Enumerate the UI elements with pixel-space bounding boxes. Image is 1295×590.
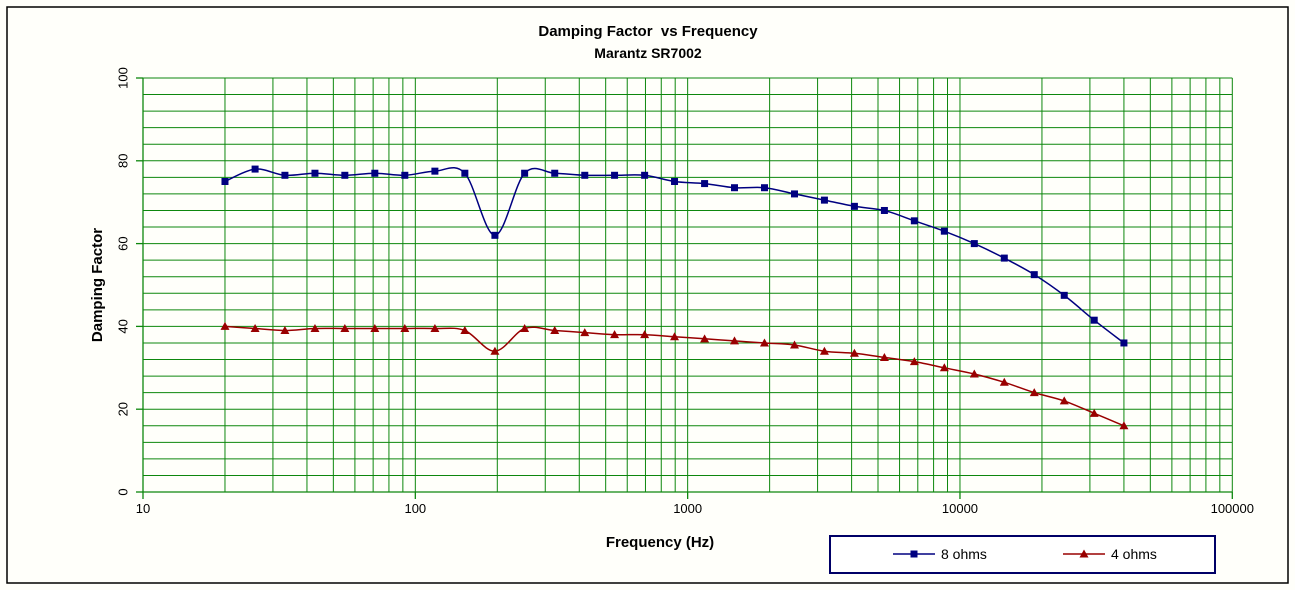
marker-triangle-icon [460,326,470,335]
y-tick-label: 0 [116,488,131,495]
marker-square-icon [311,169,319,177]
marker-square-icon [910,217,918,225]
legend-label-8-ohms: 8 ohms [941,546,987,562]
tick-labels: 0 20 40 60 80 100 10 100 1000 10000 100000 [116,67,1254,516]
marker-square-icon [521,169,529,177]
marker-triangle-icon [1029,388,1039,397]
marker-square-icon [221,178,229,185]
x-tick-label: 10000 [942,501,978,516]
marker-square-icon [1060,291,1068,299]
legend-item-8-ohms: 8 ohms [893,546,987,562]
marker-triangle-icon [640,330,650,339]
marker-triangle-icon [1119,421,1129,430]
marker-square-icon [431,167,439,175]
marker-triangle-icon [670,332,680,341]
marker-square-icon [641,171,649,179]
chart-subtitle: Marantz SR7002 [594,45,702,61]
marker-triangle-icon [909,357,919,366]
marker-triangle-icon [729,336,739,345]
y-axis-title: Damping Factor [89,228,106,342]
y-tick-label: 40 [116,319,131,333]
marker-square-icon [1090,316,1098,324]
marker-square-icon [790,190,798,198]
marker-triangle-icon [849,348,859,357]
marker-triangle-icon [789,340,799,349]
legend: 8 ohms 4 ohms [829,535,1216,574]
marker-square-icon [701,180,709,188]
marker-square-icon [730,184,738,192]
marker-square-icon [880,206,888,214]
marker-triangle-icon [879,352,889,361]
marker-triangle-icon [969,369,979,378]
series-4-ohms [220,321,1129,430]
marker-square-icon [1120,339,1128,347]
x-tick-label: 1000 [673,501,702,516]
legend-item-4-ohms: 4 ohms [1063,546,1157,562]
marker-triangle-icon [490,346,500,355]
marker-square-icon [491,231,499,239]
figure-border [6,6,1289,584]
marker-square-icon [671,178,679,185]
marker-triangle-icon [430,323,440,332]
marker-triangle-icon [580,328,590,337]
marker-square-icon [551,169,559,177]
marker-triangle-icon [220,321,230,330]
marker-square-icon [611,171,619,179]
marker-triangle-icon [340,323,350,332]
marker-triangle-icon [550,326,560,335]
legend-label-4-ohms: 4 ohms [1111,546,1157,562]
marker-triangle-icon [1059,396,1069,405]
marker-square-icon [371,169,379,177]
marker-square-icon [1000,254,1008,262]
marker-triangle-icon [370,323,380,332]
marker-square-icon [820,196,828,204]
y-tick-label: 100 [116,67,131,89]
marker-triangle-icon [610,330,620,339]
legend-box [829,535,1216,574]
marker-square-icon [461,169,469,177]
marker-square-icon [760,184,768,192]
y-tick-label: 60 [116,236,131,250]
marker-triangle-icon [999,377,1009,386]
marker-square-icon [1030,271,1038,279]
marker-triangle-icon [759,338,769,347]
legend-triangle-marker-icon [1079,549,1089,558]
marker-square-icon [850,202,858,210]
marker-triangle-icon [280,326,290,335]
x-axis-title: Frequency (Hz) [606,534,714,551]
marker-square-icon [401,171,409,179]
marker-triangle-icon [939,363,949,372]
x-tick-label: 10 [136,501,150,516]
marker-triangle-icon [700,334,710,343]
y-tick-label: 20 [116,402,131,416]
marker-triangle-icon [250,323,260,332]
x-tick-label: 100 [404,501,426,516]
marker-triangle-icon [310,323,320,332]
marker-square-icon [251,165,259,173]
marker-triangle-icon [400,323,410,332]
marker-triangle-icon [520,323,530,332]
marker-square-icon [281,171,289,179]
axes [136,77,1233,499]
marker-triangle-icon [819,346,829,355]
marker-square-icon [581,171,589,179]
x-tick-label: 100000 [1211,501,1254,516]
y-tick-label: 80 [116,154,131,168]
chart-title: Damping Factor vs Frequency [538,23,758,40]
gridlines [142,77,1233,493]
legend-square-marker-icon [910,550,918,558]
marker-square-icon [341,171,349,179]
marker-square-icon [940,227,948,235]
data-series [220,165,1129,430]
series-8-ohms [221,165,1128,347]
marker-triangle-icon [1089,408,1099,417]
marker-square-icon [970,240,978,248]
